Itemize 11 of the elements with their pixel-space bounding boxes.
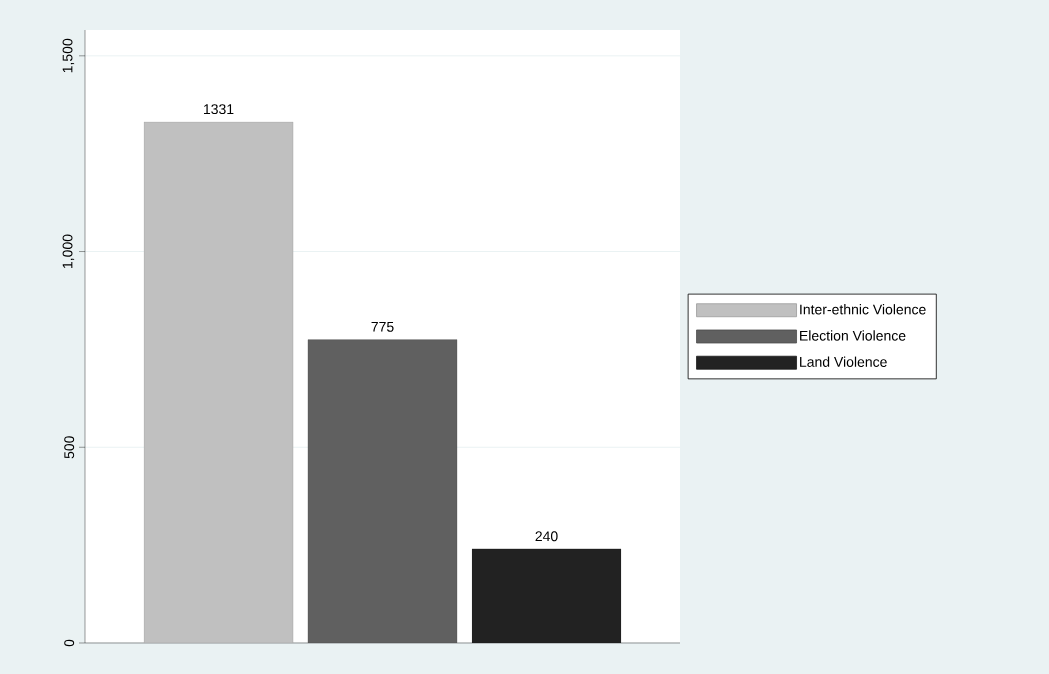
y-tick-label: 500 — [64, 436, 75, 459]
y-tick-label: 1,000 — [62, 234, 75, 268]
y-tick-label: 0 — [64, 639, 75, 647]
text: Land Violence — [800, 356, 887, 367]
data-label: 240 — [535, 531, 558, 542]
text: Election Violence — [800, 330, 906, 341]
data-label: 1331 — [204, 104, 234, 115]
text: Inter-ethnic Violence — [800, 304, 926, 315]
bar — [307, 339, 458, 643]
data-label: 775 — [371, 321, 394, 332]
y-tick-label: 1,500 — [62, 38, 75, 73]
